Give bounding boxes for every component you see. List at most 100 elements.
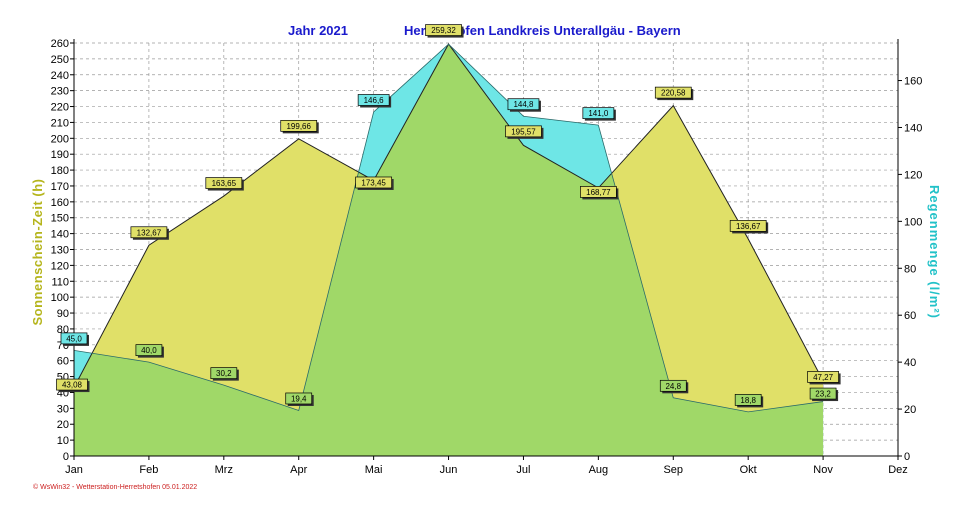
right-tick-label: 140: [904, 122, 922, 134]
series-area-overlap: [74, 44, 824, 457]
rain-data-label-box: [582, 107, 615, 119]
right-tick-label: 80: [904, 263, 916, 275]
rain-data-label: 30,2: [210, 367, 239, 381]
data-labels: 43,08 132,67 163,65 199,66 173,45 259,32 195,5…: [56, 24, 841, 408]
rain-data-label: 144,8: [507, 98, 541, 112]
left-axis-ticks: 0102030405060708090100110120130140150160…: [51, 38, 74, 463]
sun-data-label: 132,67: [130, 226, 169, 240]
left-tick-label: 110: [51, 276, 69, 288]
sun-data-label-text: 199,66: [286, 122, 311, 131]
sun-data-label: 163,65: [205, 177, 244, 191]
chart-title-location: Herretshofen Landkreis Unterallgäu - Bay…: [404, 23, 681, 38]
sun-data-label-box: [280, 119, 318, 132]
sun-data-label: 173,45: [355, 176, 394, 190]
rain-data-label-box: [659, 379, 687, 392]
sun-data-label-box: [355, 176, 392, 189]
rain-data-label-text: 144,8: [513, 100, 534, 109]
sun-data-label-text: 168,77: [586, 188, 611, 197]
sun-data-label-text: 43,08: [62, 381, 83, 390]
x-tick-label: Jun: [440, 464, 458, 476]
left-tick-label: 130: [51, 245, 69, 257]
rain-data-label-text: 40,0: [141, 346, 157, 355]
left-tick-label: 150: [51, 213, 69, 225]
left-tick-label: 190: [51, 149, 69, 161]
sun-data-label-box: [425, 24, 462, 36]
sun-data-label: 168,77: [580, 186, 619, 200]
left-tick-label: 60: [57, 356, 69, 368]
sun-data-label: 220,58: [654, 86, 694, 101]
x-tick-label: Jan: [65, 464, 83, 476]
rain-data-label-box: [507, 98, 540, 111]
rain-data-label-text: 45,0: [66, 334, 82, 343]
left-tick-label: 140: [51, 229, 69, 241]
right-axis-title: Regenmenge (l/m²): [927, 185, 942, 319]
rain-data-label: 23,2: [809, 387, 839, 402]
rain-data-label-text: 19,4: [291, 394, 307, 403]
left-tick-label: 200: [51, 133, 69, 145]
x-tick-label: Nov: [813, 464, 833, 476]
left-tick-label: 180: [51, 165, 69, 177]
rain-data-label-box: [809, 387, 837, 400]
sun-data-label-text: 259,32: [431, 26, 456, 35]
sun-data-label: 199,66: [280, 119, 319, 134]
left-tick-label: 20: [57, 419, 69, 431]
rain-data-label: 141,0: [582, 107, 616, 121]
footer-credit: © WsWin32 - Wetterstation-Herretshofen 0…: [33, 483, 197, 491]
sun-data-label-box: [807, 371, 839, 383]
sun-data-label-box: [56, 378, 88, 391]
rain-data-label-text: 141,0: [588, 109, 609, 118]
rain-data-label-text: 146,6: [364, 96, 385, 105]
rain-data-label-box: [734, 394, 762, 406]
right-axis-ticks: 0 20 40 60 80 100 120 140 160: [898, 76, 922, 463]
x-tick-label: Mrz: [215, 464, 233, 476]
left-tick-label: 30: [57, 403, 69, 415]
sun-data-label-text: 220,58: [661, 89, 686, 98]
right-tick-label: 60: [904, 310, 916, 322]
rain-data-label: 18,8: [734, 394, 764, 408]
sun-data-label-text: 47,27: [813, 373, 834, 382]
sun-data-label-box: [505, 125, 542, 138]
sun-data-label-text: 136,67: [736, 222, 761, 231]
sun-data-label-box: [205, 177, 243, 189]
sun-data-label-box: [729, 220, 767, 232]
x-axis-ticks: Jan Feb Mrz Apr Mai Jun Jul Aug Sep Okt Nov Dez: [65, 456, 908, 476]
right-tick-label: 0: [904, 451, 910, 463]
rain-data-label: 45,0: [60, 332, 89, 346]
sun-data-label: 43,08: [56, 378, 90, 393]
sun-data-label: 259,32: [425, 24, 464, 38]
right-tick-label: 100: [904, 216, 922, 228]
left-tick-label: 90: [57, 308, 69, 320]
rain-data-label-box: [210, 367, 238, 379]
sun-data-label-text: 195,57: [511, 127, 536, 136]
rain-data-label-box: [357, 94, 390, 106]
x-tick-label: Mai: [365, 464, 383, 476]
left-tick-label: 210: [51, 117, 69, 129]
rain-data-label-text: 24,8: [665, 382, 681, 391]
left-tick-label: 10: [57, 435, 69, 447]
left-tick-label: 160: [51, 197, 69, 209]
x-tick-label: Feb: [139, 464, 158, 476]
right-tick-label: 20: [904, 404, 916, 416]
sun-data-label-box: [654, 86, 692, 99]
sun-data-label-box: [580, 186, 617, 198]
sun-data-label: 47,27: [807, 371, 841, 385]
left-axis-title: Sonnenschein-Zeit (h): [30, 179, 45, 326]
sun-data-label-text: 163,65: [212, 179, 237, 188]
x-tick-label: Apr: [290, 464, 307, 476]
left-tick-label: 240: [51, 70, 69, 82]
rain-data-label-text: 18,8: [740, 396, 756, 405]
left-tick-label: 120: [51, 260, 69, 272]
x-tick-label: Okt: [740, 464, 757, 476]
series-line-rain: [73, 43, 824, 413]
x-tick-label: Dez: [888, 464, 908, 476]
sun-data-label: 195,57: [505, 125, 544, 139]
left-tick-label: 170: [51, 181, 69, 193]
left-tick-label: 0: [63, 451, 69, 463]
left-tick-label: 260: [51, 38, 69, 50]
rain-data-label: 40,0: [135, 344, 164, 358]
right-tick-label: 160: [904, 76, 922, 88]
rain-data-label: 24,8: [659, 379, 689, 394]
sun-data-label-text: 173,45: [361, 178, 386, 187]
